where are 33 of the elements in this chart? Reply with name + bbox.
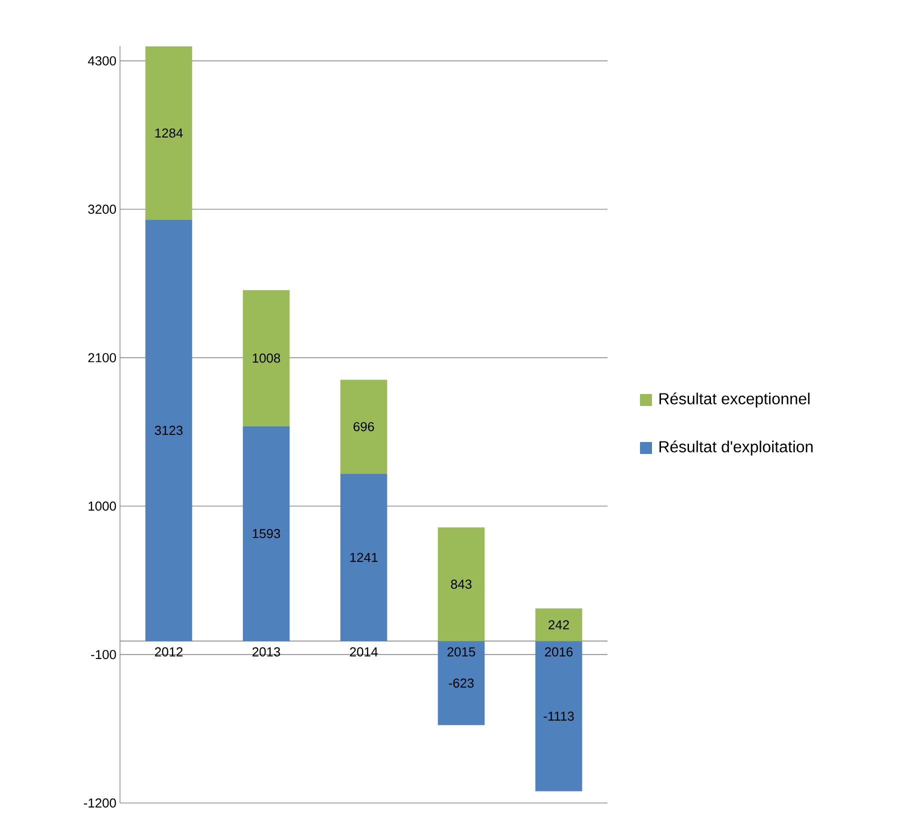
x-tick-label: 2013	[252, 647, 280, 656]
bar	[438, 527, 485, 642]
y-tick-label: -1200	[84, 798, 116, 808]
bar	[340, 474, 388, 642]
data-label: 3123	[154, 426, 183, 435]
data-label: -623	[448, 678, 474, 688]
data-label: 242	[548, 620, 569, 630]
y-tick-label: 1000	[88, 502, 116, 511]
bar	[340, 380, 388, 474]
bar	[242, 290, 290, 426]
data-label: -1113	[544, 712, 574, 721]
bar	[438, 641, 485, 726]
data-label: 696	[354, 422, 374, 432]
data-label: 843	[451, 580, 472, 589]
bar	[535, 608, 582, 642]
data-label: 1008	[252, 354, 280, 363]
x-tick-label: 2014	[350, 647, 378, 656]
bar	[242, 426, 290, 642]
bar	[535, 641, 582, 792]
bar	[145, 46, 192, 220]
x-tick-label: 2012	[155, 647, 182, 656]
data-label: 1284	[155, 128, 183, 138]
y-tick-label: 3200	[88, 204, 116, 214]
y-tick-label: 2100	[88, 353, 116, 362]
bar	[145, 220, 192, 642]
x-tick-label: 2015	[448, 647, 476, 656]
y-tick-label: -100	[91, 650, 116, 660]
data-label: 1593	[252, 529, 280, 538]
legend-label: Résultat exceptionnel	[660, 392, 810, 408]
x-tick-label: 2016	[545, 647, 573, 656]
legend-label: Résultat d'exploitation	[660, 440, 813, 456]
data-label: 1241	[350, 552, 378, 562]
y-tick-label: 4300	[88, 56, 116, 66]
